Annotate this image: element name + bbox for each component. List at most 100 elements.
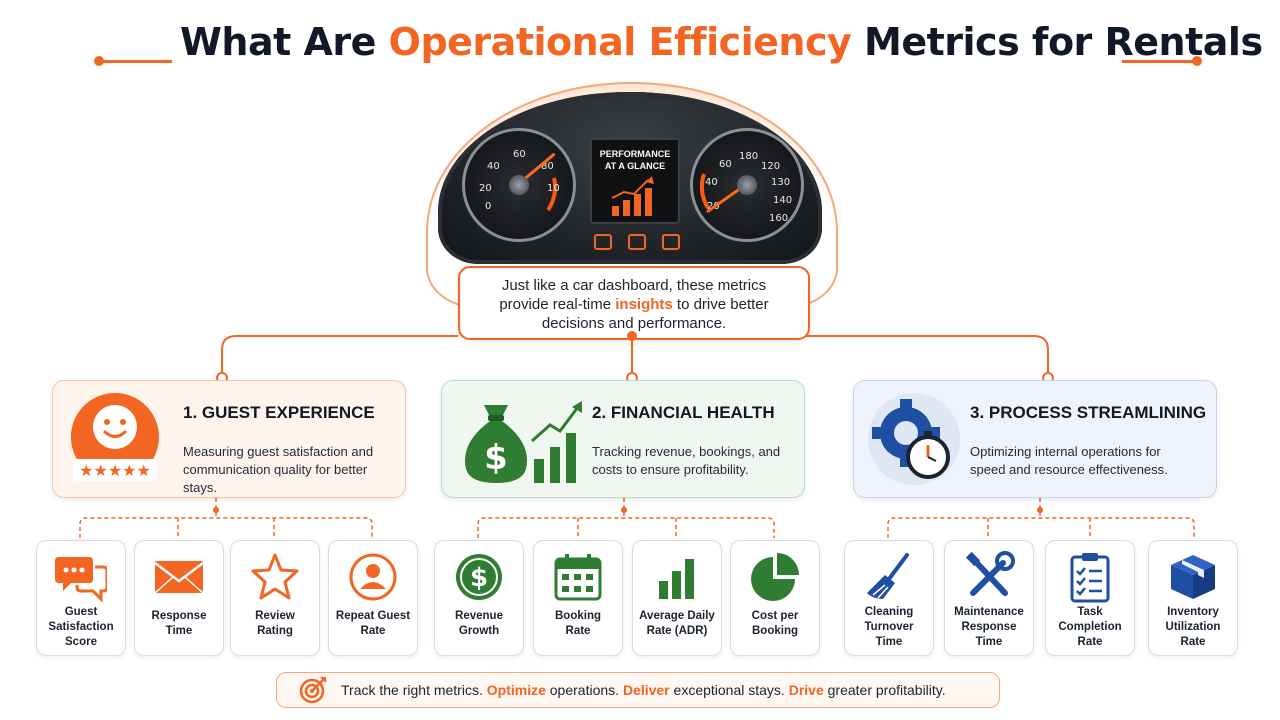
title-part2: Metrics for Rentals xyxy=(851,20,1263,64)
gauge-right-tick: 160 xyxy=(769,213,789,224)
star-icon xyxy=(251,553,299,600)
category-card-guest-experience: ★★★★★ 1. GUEST EXPERIENCE Measuring gues… xyxy=(52,380,406,498)
speed-gauge-right: 20 40 60 180 120 130 140 160 xyxy=(690,128,804,242)
card-title: 2. FINANCIAL HEALTH xyxy=(592,403,775,422)
metric-tile-task-completion: Task Completion Rate xyxy=(1045,540,1135,656)
category-card-process-streamlining: 3. PROCESS STREAMLINING Optimizing inter… xyxy=(853,380,1217,498)
gauge-right-tick: 130 xyxy=(771,177,791,188)
svg-text:$: $ xyxy=(470,563,488,593)
metric-label: Cost per Booking xyxy=(733,609,817,639)
gauge-left-tick: 0 xyxy=(485,201,492,212)
metric-label-line: Score xyxy=(65,636,97,648)
title-row xyxy=(0,16,1280,74)
dashboard-callout: Just like a car dashboard, these metrics… xyxy=(458,266,810,340)
screen-line-2: AT A GLANCE xyxy=(604,161,666,171)
metric-tile-cleaning-turnover: Cleaning Turnover Time xyxy=(844,540,934,656)
smiley-face-icon: ★★★★★ xyxy=(70,393,159,481)
gauge-right-tick: 140 xyxy=(773,195,793,206)
title-line-right xyxy=(1122,60,1196,63)
card-desc-line-1: Tracking revenue, bookings, and xyxy=(592,444,781,459)
callout-line-3: decisions and performance. xyxy=(541,315,727,332)
metric-label-line: Rating xyxy=(257,625,293,637)
alert-warning-icon xyxy=(662,234,680,250)
metric-label-line: Booking xyxy=(752,625,798,637)
metric-label-line: Repeat Guest xyxy=(335,610,411,622)
gauge-left-tick: 10 xyxy=(547,183,560,194)
title-dot-right xyxy=(1192,56,1202,66)
footer-highlight: Optimize xyxy=(486,682,546,698)
footer-part: greater profitability. xyxy=(823,682,946,698)
metric-label: Booking Rate xyxy=(536,609,620,639)
footer-highlight: Deliver xyxy=(622,682,670,698)
metric-label-line: Response xyxy=(961,621,1017,633)
card-desc-line-2: costs to ensure profitability. xyxy=(592,462,749,477)
metric-label-line: Rate xyxy=(360,625,386,637)
tools-icon xyxy=(965,551,1015,596)
svg-text:$: $ xyxy=(484,438,508,478)
gear-stopwatch-icon xyxy=(868,393,960,485)
metric-label-line: Cost per xyxy=(751,610,799,622)
gauge-right-tick: 120 xyxy=(761,161,781,172)
metric-label: Task Completion Rate xyxy=(1048,605,1132,650)
metric-tile-maintenance-response: Maintenance Response Time xyxy=(944,540,1034,656)
callout-line-2: provide real-time insights to drive bett… xyxy=(474,295,794,314)
bar-chart-icon xyxy=(659,559,694,599)
gauge-hub-right xyxy=(737,175,757,195)
metric-label-line: Growth xyxy=(458,625,500,637)
gauge-right-tick: 180 xyxy=(739,151,759,162)
broom-icon xyxy=(867,553,909,599)
box-icon xyxy=(1171,555,1215,599)
metric-label: Cleaning Turnover Time xyxy=(847,605,931,650)
dollar-coin-icon: $ xyxy=(456,554,502,600)
metric-label: Average Daily Rate (ADR) xyxy=(635,609,719,639)
screen-title: PERFORMANCE AT A GLANCE xyxy=(592,148,678,172)
metric-tile-response-time: Response Time xyxy=(134,540,224,656)
screen-line-1: PERFORMANCE xyxy=(599,149,671,159)
metric-label-line: Satisfaction xyxy=(48,621,114,633)
chat-bubbles-icon xyxy=(55,557,107,603)
page-title: What Are Operational Efficiency Metrics … xyxy=(180,20,1263,64)
metric-label-line: Rate xyxy=(565,625,591,637)
footer-part: operations. xyxy=(545,682,623,698)
card-description: Optimizing internal operations for speed… xyxy=(970,443,1210,479)
metric-label: Response Time xyxy=(137,609,221,639)
metric-tile-review-rating: Review Rating xyxy=(230,540,320,656)
metric-label-line: Revenue xyxy=(455,610,503,622)
metric-tile-inventory-utilization: Inventory Utilization Rate xyxy=(1148,540,1238,656)
svg-text:★★★★★: ★★★★★ xyxy=(79,461,151,480)
metric-label-line: Booking xyxy=(555,610,601,622)
metric-label: Revenue Growth xyxy=(437,609,521,639)
metric-label-line: Average Daily xyxy=(639,610,715,622)
metric-label: Maintenance Response Time xyxy=(947,605,1031,650)
card-desc-line-2: communication quality for better stays. xyxy=(183,462,368,495)
callout-highlight: insights xyxy=(615,296,673,313)
gauge-hub-left xyxy=(509,175,529,195)
metric-label-line: Time xyxy=(165,625,193,637)
footer-highlight: Drive xyxy=(788,682,824,698)
gauge-right-tick: 40 xyxy=(705,177,718,188)
gauge-left-tick: 80 xyxy=(541,161,554,172)
gauge-left-tick: 60 xyxy=(513,149,526,160)
metric-tile-repeat-guest-rate: Repeat Guest Rate xyxy=(328,540,418,656)
footer-part: Track the right metrics. xyxy=(341,682,487,698)
metric-label-line: Rate xyxy=(1180,636,1206,648)
card-title: 1. GUEST EXPERIENCE xyxy=(183,403,375,422)
clipboard-icon xyxy=(1070,553,1110,603)
metric-label-line: Inventory xyxy=(1167,606,1219,618)
envelope-icon xyxy=(154,561,204,594)
metric-tile-guest-satisfaction: Guest Satisfaction Score xyxy=(36,540,126,656)
screen-chart-icon xyxy=(611,176,654,216)
metric-label-line: Cleaning xyxy=(864,606,914,618)
metric-label: Review Rating xyxy=(233,609,317,639)
metric-label-line: Time xyxy=(875,636,903,648)
pie-chart-icon xyxy=(751,553,799,601)
metric-label: Repeat Guest Rate xyxy=(331,609,415,639)
target-icon xyxy=(299,677,326,704)
dashboard-screen: PERFORMANCE AT A GLANCE xyxy=(590,138,680,224)
callout-line-1: Just like a car dashboard, these metrics xyxy=(501,277,767,294)
gauge-arc-right xyxy=(699,173,710,210)
user-repeat-icon xyxy=(349,553,397,601)
card-title: 3. PROCESS STREAMLINING xyxy=(970,403,1207,422)
fuel-warning-icon xyxy=(594,234,612,250)
